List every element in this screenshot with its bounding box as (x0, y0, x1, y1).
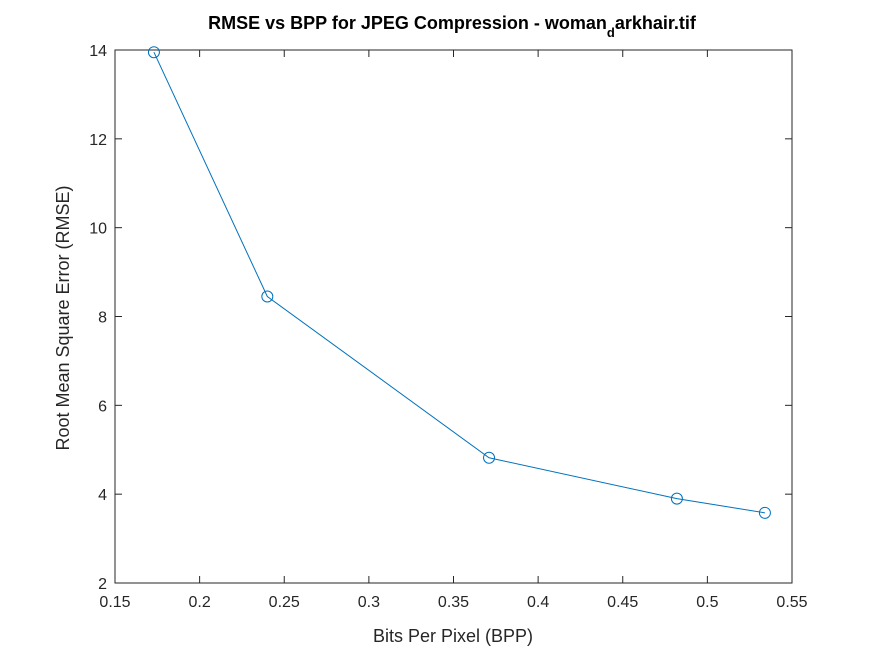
x-axis-label: Bits Per Pixel (BPP) (373, 626, 533, 646)
data-point-marker (261, 290, 274, 303)
data-point-marker (483, 451, 496, 464)
y-tick-label: 10 (89, 221, 107, 238)
y-tick-label: 8 (98, 310, 107, 327)
x-tick-label: 0.2 (189, 594, 211, 611)
chart-title: RMSE vs BPP for JPEG Compression - woman… (208, 13, 697, 40)
axes (114, 49, 793, 584)
y-axis-label: Root Mean Square Error (RMSE) (53, 185, 73, 450)
data-point-marker (670, 492, 683, 505)
y-tick-label: 12 (89, 132, 107, 149)
y-tick-label: 2 (98, 576, 107, 593)
series-line (153, 52, 765, 514)
x-tick-label: 0.35 (438, 594, 469, 611)
x-tick-label: 0.45 (607, 594, 638, 611)
x-tick-label: 0.25 (269, 594, 300, 611)
chart-title-subscript: d (607, 25, 615, 40)
chart-title-main: RMSE vs BPP for JPEG Compression - woman (208, 13, 607, 33)
x-tick-label: 0.55 (776, 594, 807, 611)
x-axis-ticks: 0.15 0.2 0.25 0.3 0.35 0.4 0.45 0.5 0.55 (99, 50, 808, 611)
y-tick-label: 4 (98, 487, 107, 504)
x-tick-label: 0.3 (358, 594, 380, 611)
y-tick-label: 14 (89, 43, 107, 60)
y-axis-ticks: 2 4 6 8 10 12 14 (89, 43, 792, 593)
data-point-marker (758, 506, 771, 519)
x-tick-label: 0.15 (99, 594, 130, 611)
data-series (147, 46, 771, 519)
x-tick-label: 0.4 (527, 594, 549, 611)
chart-title-suffix: arkhair.tif (615, 13, 697, 33)
data-point-marker (147, 46, 160, 59)
plot-area-frame (114, 49, 793, 584)
x-tick-label: 0.5 (696, 594, 718, 611)
y-tick-label: 6 (98, 398, 107, 415)
